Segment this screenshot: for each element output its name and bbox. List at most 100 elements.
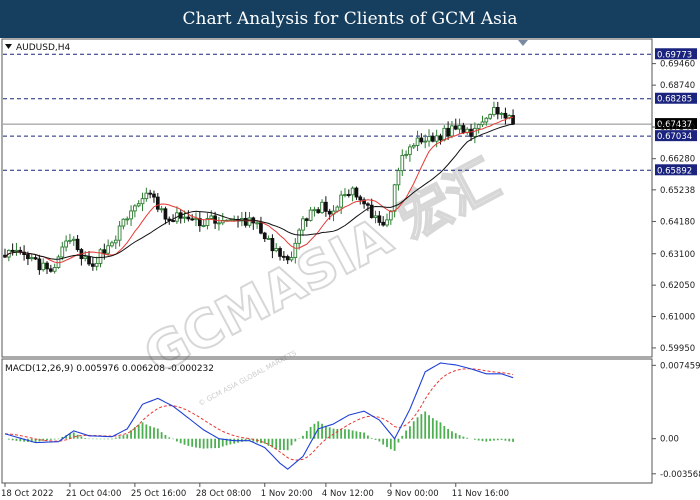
candle-body-3 (14, 249, 19, 252)
price-tick-label-1: 0.68740 (660, 81, 695, 91)
candle-body-119 (457, 125, 462, 130)
candle-body-35 (136, 203, 141, 207)
price-tick-label-5: 0.64180 (660, 217, 695, 227)
candle-body-78 (301, 218, 305, 231)
candle-body-95 (366, 203, 370, 206)
price-axis: 0.69460 0.68740 0.67340 0.66280 0.65238 0.641… (652, 60, 695, 354)
candle-body-89 (343, 194, 347, 196)
candle-body-18 (71, 238, 76, 241)
time-tick-label-7: 11 Nov 16:00 (452, 489, 509, 499)
candle-body-104 (400, 154, 405, 172)
candle-body-15 (60, 246, 65, 258)
candle-body-100 (385, 219, 389, 226)
candle-body-116 (446, 127, 450, 137)
candle-body-77 (297, 229, 301, 244)
symbol-menu-icon[interactable] (5, 44, 12, 49)
symbol-label[interactable]: AUDUSD,H4 (16, 43, 71, 53)
candle-body-97 (373, 215, 378, 218)
time-tick-label-0: 18 Oct 2022 (1, 489, 54, 499)
macd-pane-frame (1, 358, 653, 484)
candle-body-113 (434, 135, 439, 142)
candle-body-106 (408, 146, 412, 155)
candle-body-37 (144, 192, 149, 200)
candle-body-122 (469, 128, 473, 137)
candle-body-66 (255, 222, 259, 225)
candle-body-54 (209, 215, 214, 219)
candle-body-68 (262, 232, 267, 240)
chart-title: Chart Analysis for Clients of GCM Asia (0, 0, 700, 38)
candle-body-64 (247, 217, 252, 226)
candle-body-120 (461, 125, 466, 133)
price-tick-label-6: 0.63100 (660, 250, 695, 260)
candle-body-7 (29, 257, 34, 260)
candle-body-98 (377, 215, 382, 223)
level-tag-3 (655, 164, 697, 176)
candle-body-75 (289, 257, 294, 261)
candle-body-123 (473, 127, 477, 137)
candle-body-56 (217, 222, 221, 225)
candle-body-22 (87, 256, 91, 265)
candle-body-29 (113, 239, 118, 244)
candle-body-85 (327, 210, 332, 215)
level-tag-4 (655, 118, 697, 130)
candle-body-81 (312, 209, 317, 212)
candle-body-21 (83, 256, 88, 260)
candle-body-101 (388, 210, 393, 221)
price-tick-label-9: 0.59950 (660, 344, 695, 354)
candle-body-82 (316, 209, 321, 214)
chart-canvas: GCMASIA 宏汇© GCM ASIA GLOBAL MARKETS 0.69… (0, 38, 700, 500)
level-label-2: 0.67034 (657, 132, 692, 142)
candle-body-124 (476, 124, 481, 129)
candle-body-90 (346, 194, 351, 196)
candle-body-17 (68, 239, 72, 242)
price-pane-frame (1, 38, 653, 358)
candle-body-50 (194, 218, 198, 221)
candle-body-109 (419, 137, 424, 143)
candle-body-27 (106, 245, 110, 254)
candle-body-117 (450, 125, 454, 137)
candle-body-34 (133, 205, 137, 212)
level-tag-1 (655, 92, 697, 104)
candle-body-12 (48, 268, 53, 272)
candle-body-76 (293, 242, 298, 258)
price-tick-label-8: 0.61000 (660, 313, 695, 323)
candle-body-74 (285, 256, 290, 261)
candle-body-67 (259, 222, 263, 234)
candle-body-128 (492, 107, 496, 116)
chart-background (0, 38, 700, 500)
candle-body-115 (442, 127, 447, 141)
candle-body-126 (484, 117, 489, 123)
candle-body-49 (190, 218, 195, 221)
candle-body-24 (94, 262, 99, 267)
candle-body-80 (308, 209, 313, 221)
candle-body-131 (503, 112, 508, 119)
candle-body-25 (98, 249, 103, 264)
candle-body-51 (197, 218, 202, 227)
time-tick-label-6: 9 Nov 00:00 (387, 489, 439, 499)
level-tag-0 (655, 48, 697, 60)
candle-body-83 (320, 201, 324, 214)
candle-body-48 (186, 216, 191, 220)
price-tick-label-0: 0.69460 (660, 60, 695, 70)
candle-body-30 (117, 225, 122, 241)
candle-body-110 (423, 140, 428, 143)
macd-indicator (4, 362, 514, 470)
candle-body-91 (350, 187, 355, 196)
candle-body-72 (278, 248, 282, 257)
candle-body-118 (453, 125, 458, 130)
time-tick-label-2: 25 Oct 16:00 (131, 489, 186, 499)
level-label-0: 0.69773 (657, 50, 692, 60)
candle-body-28 (110, 242, 114, 247)
candle-body-47 (182, 216, 187, 219)
candle-body-112 (430, 135, 435, 142)
candle-body-10 (41, 262, 46, 271)
level-label-3: 0.65892 (657, 166, 692, 176)
candle-body-44 (171, 220, 175, 222)
candle-body-9 (37, 258, 42, 271)
candle-body-19 (75, 238, 80, 251)
shift-marker-icon[interactable] (518, 40, 528, 46)
macd-tick-label-0: 0.007459 (660, 361, 700, 371)
ma-line-1 (4, 123, 514, 260)
candle-body-88 (339, 194, 344, 208)
candle-body-84 (324, 201, 328, 212)
